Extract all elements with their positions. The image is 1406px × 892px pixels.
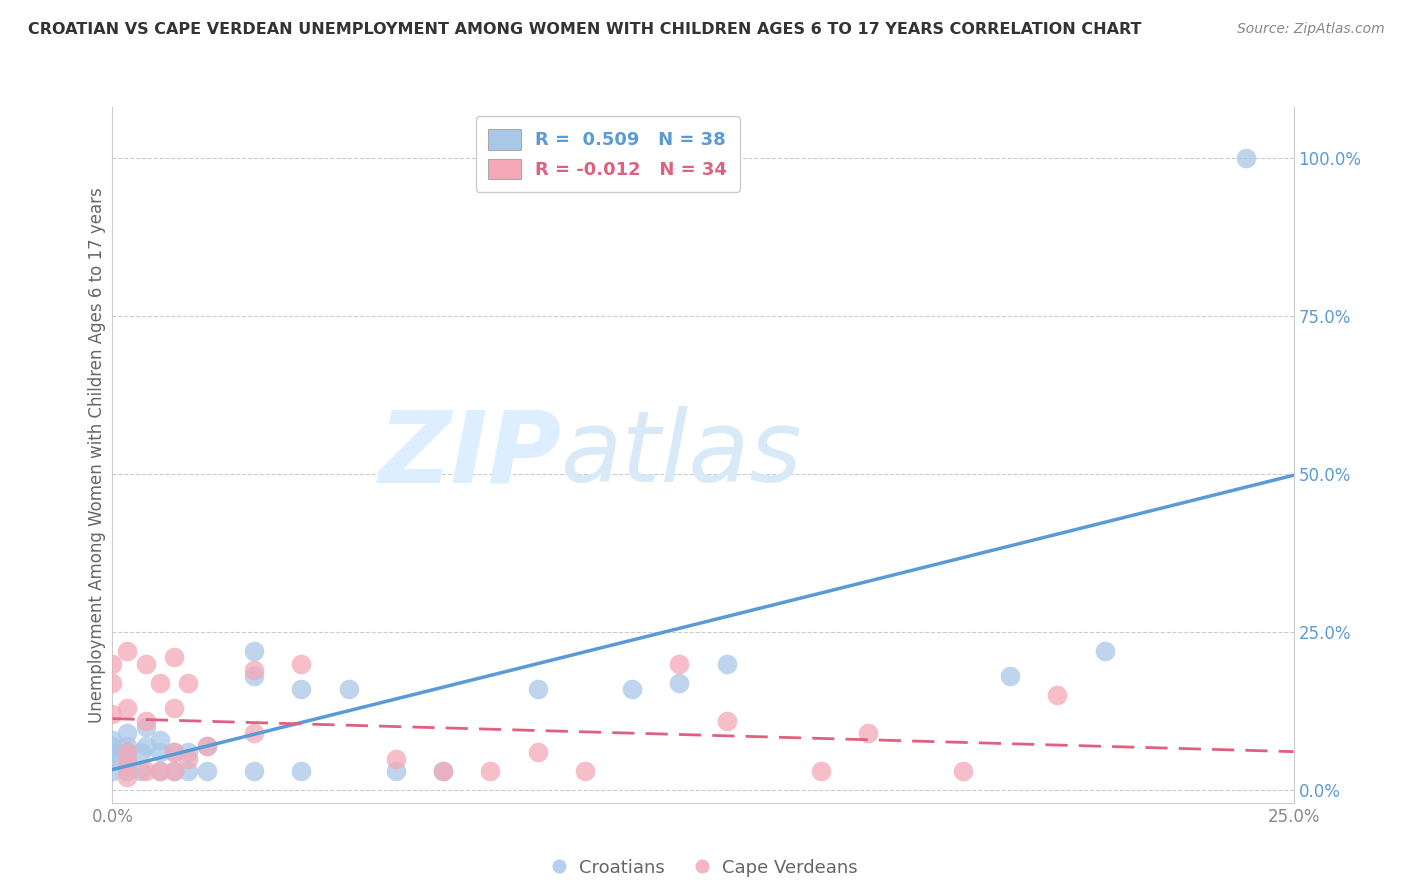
Point (716, 714, 738, 728)
Point (149, 745, 172, 759)
Text: ZIP: ZIP (378, 407, 561, 503)
Point (115, 764, 138, 779)
Point (952, 764, 974, 779)
Point (149, 732, 172, 747)
Point (115, 745, 138, 759)
Point (385, 751, 408, 765)
Point (195, 764, 218, 779)
Point (243, 644, 266, 658)
Legend: Croatians, Cape Verdeans: Croatians, Cape Verdeans (541, 852, 865, 884)
Point (668, 675, 690, 690)
Point (574, 764, 596, 779)
Point (135, 714, 157, 728)
Point (526, 745, 548, 759)
Point (810, 764, 832, 779)
Point (115, 739, 138, 753)
Point (115, 771, 138, 785)
Point (135, 657, 157, 671)
Point (1094, 644, 1116, 658)
Point (385, 764, 408, 779)
Point (290, 681, 312, 696)
Y-axis label: Unemployment Among Women with Children Ages 6 to 17 years: Unemployment Among Women with Children A… (87, 187, 105, 723)
Point (177, 751, 200, 765)
Point (195, 739, 218, 753)
Point (290, 764, 312, 779)
Point (149, 764, 172, 779)
Point (115, 701, 138, 715)
Point (432, 764, 454, 779)
Point (135, 720, 157, 734)
Point (163, 764, 186, 779)
Point (115, 757, 138, 772)
Point (290, 657, 312, 671)
Point (177, 675, 200, 690)
Point (177, 764, 200, 779)
Point (526, 681, 548, 696)
Point (115, 644, 138, 658)
Point (101, 764, 124, 779)
Point (101, 707, 124, 722)
Point (621, 681, 644, 696)
Point (101, 739, 124, 753)
Point (177, 745, 200, 759)
Point (1234, 151, 1257, 165)
Point (479, 764, 502, 779)
Text: atlas: atlas (561, 407, 803, 503)
Point (115, 751, 138, 765)
Point (149, 675, 172, 690)
Point (243, 764, 266, 779)
Point (163, 745, 186, 759)
Point (716, 657, 738, 671)
Point (101, 675, 124, 690)
Point (115, 726, 138, 740)
Point (101, 732, 124, 747)
Point (243, 663, 266, 677)
Point (998, 669, 1021, 683)
Point (129, 745, 152, 759)
Point (668, 657, 690, 671)
Point (243, 726, 266, 740)
Point (432, 764, 454, 779)
Point (101, 751, 124, 765)
Point (163, 701, 186, 715)
Point (195, 739, 218, 753)
Point (337, 681, 360, 696)
Point (1046, 688, 1069, 702)
Point (115, 745, 138, 759)
Point (101, 657, 124, 671)
Point (858, 726, 880, 740)
Point (163, 650, 186, 665)
Point (135, 764, 157, 779)
Text: Source: ZipAtlas.com: Source: ZipAtlas.com (1237, 22, 1385, 37)
Point (135, 739, 157, 753)
Point (101, 745, 124, 759)
Point (163, 764, 186, 779)
Point (149, 764, 172, 779)
Point (163, 745, 186, 759)
Text: CROATIAN VS CAPE VERDEAN UNEMPLOYMENT AMONG WOMEN WITH CHILDREN AGES 6 TO 17 YEA: CROATIAN VS CAPE VERDEAN UNEMPLOYMENT AM… (28, 22, 1142, 37)
Point (129, 764, 152, 779)
Point (243, 669, 266, 683)
